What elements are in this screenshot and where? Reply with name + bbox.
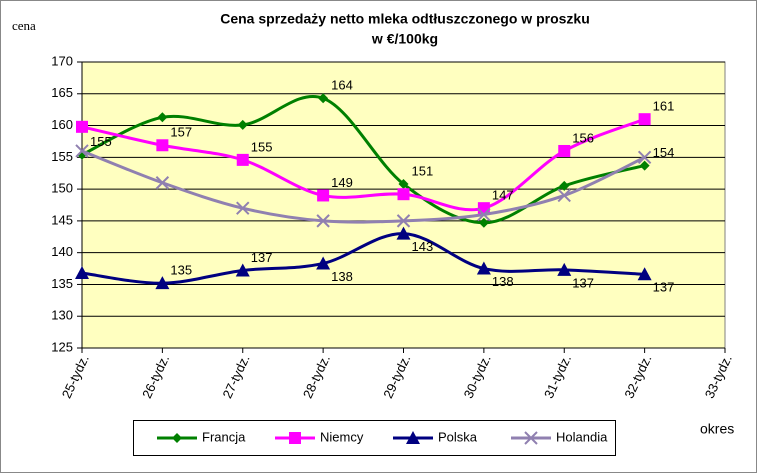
- data-label: 155: [90, 134, 112, 149]
- data-label: 138: [492, 274, 514, 289]
- data-label: 137: [572, 275, 594, 290]
- chart-title: w €/100kg: [371, 31, 438, 47]
- marker: [157, 112, 168, 123]
- data-label: 154: [653, 145, 675, 160]
- marker: [637, 267, 652, 281]
- data-label: 147: [492, 188, 514, 203]
- data-label: 151: [412, 163, 434, 178]
- data-label: 164: [331, 78, 353, 93]
- marker: [316, 214, 330, 228]
- data-label: 149: [331, 175, 353, 190]
- data-label: 137: [653, 280, 675, 295]
- marker: [235, 263, 250, 277]
- y-tick-label: 160: [51, 117, 73, 132]
- data-label: 157: [170, 125, 192, 140]
- legend-marker: [524, 431, 538, 445]
- y-tick-label: 130: [51, 308, 73, 323]
- legend-marker: [172, 433, 182, 443]
- series-line: [81, 149, 646, 224]
- marker: [557, 262, 572, 276]
- marker: [75, 144, 89, 158]
- marker: [155, 176, 170, 190]
- y-tick-label: 155: [51, 149, 73, 164]
- data-label: 137: [251, 250, 273, 265]
- y-tick-label: 165: [51, 85, 73, 100]
- legend-label: Polska: [438, 429, 478, 444]
- y-axis-label: cena: [12, 18, 36, 33]
- marker: [316, 256, 331, 270]
- marker: [637, 150, 652, 165]
- marker: [76, 120, 88, 133]
- marker: [156, 139, 169, 152]
- marker: [397, 188, 410, 201]
- data-label: 143: [412, 239, 434, 254]
- marker: [236, 153, 249, 166]
- marker: [236, 201, 250, 215]
- marker: [318, 93, 329, 104]
- y-tick-label: 170: [51, 53, 73, 68]
- y-tick-label: 150: [51, 181, 73, 196]
- legend-label: Niemcy: [320, 429, 364, 444]
- data-label: 138: [331, 269, 353, 284]
- plot-area: [81, 61, 726, 349]
- marker: [557, 188, 571, 203]
- series-line: [81, 232, 645, 285]
- marker: [558, 144, 571, 157]
- marker: [477, 207, 491, 222]
- marker: [639, 160, 650, 171]
- marker: [237, 119, 248, 130]
- marker: [398, 179, 409, 190]
- series-line: [81, 94, 645, 225]
- data-label: 156: [572, 130, 594, 145]
- marker: [75, 266, 89, 280]
- legend-label: Holandia: [556, 429, 608, 444]
- marker: [396, 214, 411, 228]
- marker: [396, 226, 411, 240]
- legend-marker: [289, 432, 301, 444]
- y-tick-label: 125: [51, 339, 73, 354]
- marker: [155, 276, 170, 290]
- y-tick-label: 140: [51, 244, 73, 259]
- marker: [638, 113, 651, 126]
- legend-label: Francja: [202, 429, 246, 444]
- series-line: [81, 117, 646, 212]
- y-tick-label: 145: [51, 212, 73, 227]
- marker: [559, 180, 570, 191]
- y-tick-label: 135: [51, 276, 73, 291]
- data-label: 161: [653, 99, 675, 114]
- data-label: 155: [251, 139, 273, 154]
- chart-title: Cena sprzedaży netto mleka odtłuszczoneg…: [220, 11, 590, 27]
- legend-marker: [406, 431, 420, 444]
- marker: [476, 261, 491, 275]
- marker: [317, 189, 330, 202]
- x-axis-label: okres: [700, 421, 734, 437]
- data-label: 135: [170, 263, 192, 278]
- marker: [478, 217, 489, 228]
